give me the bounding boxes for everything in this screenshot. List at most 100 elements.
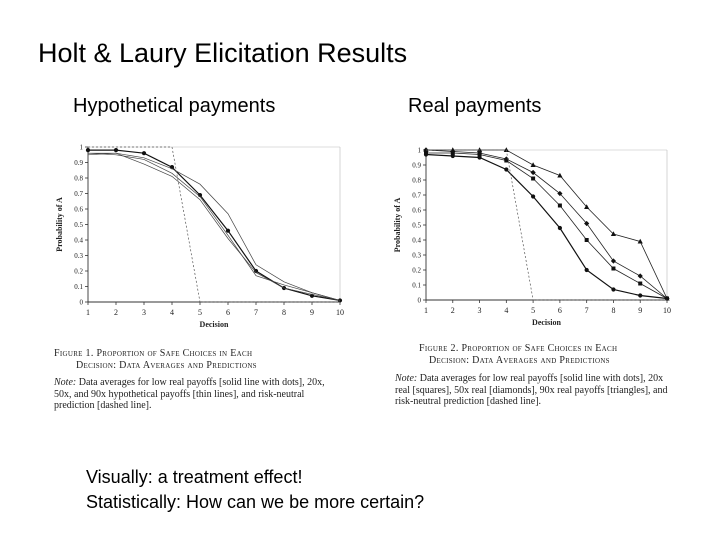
x-tick-label: 10 <box>663 306 671 315</box>
x-tick-label: 9 <box>310 308 314 317</box>
data-point <box>476 147 483 152</box>
series-line-1 <box>426 152 668 299</box>
x-tick-label: 8 <box>282 308 286 317</box>
x-tick-label: 1 <box>86 308 90 317</box>
series-line-1 <box>88 152 341 301</box>
x-axis-label: Decision <box>532 318 561 327</box>
y-tick-label: 0.3 <box>412 252 421 260</box>
slide-title: Holt & Laury Elicitation Results <box>38 38 408 68</box>
data-point <box>664 295 670 301</box>
data-point <box>610 231 617 236</box>
note-label: Note: <box>54 377 77 388</box>
x-tick-label: 6 <box>226 308 230 317</box>
x-tick-label: 2 <box>114 308 118 317</box>
series-line-0 <box>425 153 668 300</box>
data-point <box>584 267 589 273</box>
x-tick-label: 2 <box>451 306 455 315</box>
y-tick-label: 0.6 <box>412 207 421 215</box>
y-axis-label: Probability of A <box>55 197 64 252</box>
series-line-2 <box>425 149 668 299</box>
y-tick-label: 0.8 <box>412 177 421 185</box>
conclusion-text: Visually: a treatment effect! Statistica… <box>86 465 424 515</box>
y-tick-label: 0 <box>80 299 84 307</box>
note-label: Note: <box>395 373 418 384</box>
note-text: Data averages for low real payoffs [soli… <box>54 377 325 411</box>
figure-right-caption: Figure 2. Proportion of Safe Choices in … <box>419 343 617 367</box>
data-point <box>141 151 147 156</box>
data-point <box>113 148 119 153</box>
data-point <box>531 194 536 199</box>
data-point <box>610 258 617 264</box>
series-line-3 <box>426 149 668 299</box>
data-point <box>503 147 509 152</box>
y-tick-label: 0.3 <box>74 252 83 260</box>
data-point <box>638 293 643 298</box>
figure-left: 0 0.1 0.2 0.3 0.4 0.5 0.6 0.7 0.8 0.9 1 1 2 3 4 5 6 7 8 9 10… <box>48 130 360 430</box>
x-tick-label: 5 <box>531 306 535 315</box>
right-subtitle: Real payments <box>408 95 542 117</box>
y-tick-label: 0.4 <box>412 237 421 245</box>
y-tick-label: 0 <box>418 297 422 305</box>
x-tick-label: 9 <box>638 306 642 315</box>
data-point <box>253 268 259 274</box>
chart-right: 0 0.1 0.2 0.3 0.4 0.5 0.6 0.7 0.8 0.9 1 1 2 3 4 5 6 7 8 9 10… <box>393 147 671 328</box>
data-point <box>530 162 536 167</box>
data-point <box>637 273 643 279</box>
data-point <box>337 298 343 303</box>
data-point <box>611 266 616 271</box>
figure-left-caption: Figure 1. Proportion of Safe Choices in … <box>54 348 257 372</box>
x-tick-label: 4 <box>504 306 508 315</box>
data-point <box>225 228 231 233</box>
y-tick-label: 1 <box>418 147 422 155</box>
y-tick-label: 0.9 <box>412 162 421 170</box>
y-tick-label: 0.4 <box>74 237 83 245</box>
y-tick-label: 0.7 <box>74 190 83 198</box>
data-point <box>85 148 91 153</box>
y-tick-label: 1 <box>80 144 84 152</box>
series-line-3 <box>87 152 341 301</box>
data-point <box>584 238 589 242</box>
x-tick-label: 1 <box>424 306 428 315</box>
y-tick-label: 0.9 <box>74 159 83 167</box>
data-point <box>557 190 563 197</box>
series-line-4 <box>426 149 667 301</box>
data-point <box>611 287 616 292</box>
series-line-4 <box>88 146 340 303</box>
conclusion-line-1: Visually: a treatment effect! <box>86 467 303 487</box>
y-tick-label: 0.7 <box>412 192 421 200</box>
y-tick-label: 0.8 <box>74 175 83 183</box>
x-tick-label: 7 <box>585 306 589 315</box>
caption-line: Figure 2. Proportion of Safe Choices in … <box>419 343 618 354</box>
caption-line: Decision: Data Averages and Predictions <box>76 360 257 371</box>
left-subtitle: Hypothetical payments <box>73 95 276 117</box>
figure-right-note: Note: Data averages for low real payoffs… <box>395 373 675 408</box>
series-line-0 <box>88 149 341 301</box>
data-point <box>423 147 429 152</box>
data-point <box>504 167 509 172</box>
data-point <box>531 176 536 181</box>
x-tick-label: 3 <box>478 306 482 315</box>
series-line-2 <box>87 152 341 301</box>
data-point <box>450 147 456 152</box>
x-tick-label: 5 <box>198 308 202 317</box>
conclusion-line-2: Statistically: How can we be more certai… <box>86 492 425 512</box>
y-tick-label: 0.2 <box>74 268 83 276</box>
y-tick-label: 0.2 <box>412 267 421 275</box>
data-point <box>637 238 643 244</box>
data-point <box>557 172 563 178</box>
data-point <box>424 151 428 155</box>
chart-left: 0 0.1 0.2 0.3 0.4 0.5 0.6 0.7 0.8 0.9 1 1 2 3 4 5 6 7 8 9 10… <box>55 144 344 330</box>
data-point <box>557 225 562 231</box>
y-tick-label: 0.5 <box>74 221 83 229</box>
note-text: Data averages for low real payoffs [soli… <box>395 373 668 407</box>
data-point <box>638 281 643 286</box>
data-point <box>557 203 562 208</box>
y-axis-label: Probability of A <box>393 198 402 253</box>
x-tick-label: 6 <box>558 306 562 315</box>
data-point <box>584 204 590 209</box>
y-tick-label: 0.5 <box>412 222 421 230</box>
y-tick-label: 0.1 <box>412 282 421 290</box>
y-tick-label: 0.6 <box>74 206 83 214</box>
figure-left-note: Note: Data averages for low real payoffs… <box>54 377 344 412</box>
x-axis-label: Decision <box>200 320 229 329</box>
